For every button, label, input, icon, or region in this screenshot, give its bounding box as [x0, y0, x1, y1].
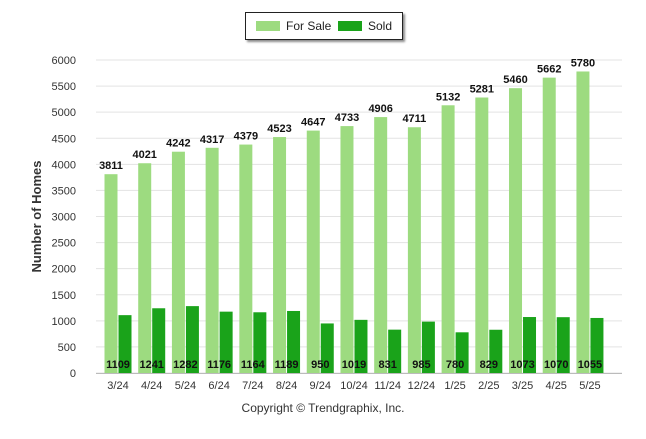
bar-sold [320, 323, 334, 373]
bar-for-sale [340, 126, 354, 373]
bar-for-sale [374, 117, 388, 373]
data-label-for-sale: 5662 [537, 64, 561, 76]
y-tick-label: 1000 [52, 316, 76, 328]
data-label-for-sale: 5281 [470, 84, 494, 96]
data-label-sold: 1055 [578, 359, 602, 371]
bar-sold [354, 319, 368, 373]
bar-for-sale [475, 97, 489, 373]
y-tick-label: 3000 [52, 212, 76, 224]
x-tick-label: 10/24 [340, 380, 368, 392]
bar-for-sale [239, 144, 253, 373]
x-tick-label: 6/24 [208, 380, 229, 392]
data-label-for-sale: 4021 [132, 149, 156, 161]
y-tick-label: 4500 [52, 133, 76, 145]
x-tick-label: 5/25 [579, 380, 600, 392]
x-tick-label: 12/24 [408, 380, 436, 392]
bar-for-sale [171, 151, 185, 373]
data-label-for-sale: 3811 [99, 160, 123, 172]
x-tick-label: 4/24 [141, 380, 162, 392]
data-label-for-sale: 4523 [267, 123, 291, 135]
y-tick-label: 4000 [52, 159, 76, 171]
y-tick-label: 3500 [52, 185, 76, 197]
x-tick-label: 4/25 [546, 380, 567, 392]
bar-sold [152, 308, 166, 373]
y-tick-label: 0 [70, 368, 76, 380]
data-label-sold: 1109 [106, 359, 130, 371]
data-label-for-sale: 4733 [335, 112, 359, 124]
legend-item-for-sale: For Sale [256, 19, 331, 33]
bar-sold [287, 310, 301, 373]
bar-sold [523, 317, 537, 373]
data-label-sold: 1164 [241, 359, 266, 371]
bar-sold [118, 315, 132, 373]
data-label-sold: 985 [412, 359, 430, 371]
legend-swatch-sold [338, 21, 362, 31]
data-label-for-sale: 5780 [571, 57, 595, 69]
bar-for-sale [441, 105, 455, 373]
bar-for-sale [306, 130, 320, 373]
legend-swatch-for-sale [256, 21, 280, 31]
bar-sold [185, 306, 199, 373]
data-label-sold: 1073 [510, 359, 534, 371]
x-tick-label: 2/25 [478, 380, 499, 392]
bar-sold [253, 312, 267, 373]
data-label-sold: 1019 [342, 359, 366, 371]
x-tick-label: 9/24 [310, 380, 331, 392]
data-label-sold: 831 [379, 359, 397, 371]
bar-for-sale [138, 163, 152, 373]
data-label-for-sale: 4711 [402, 113, 426, 125]
x-tick-label: 1/25 [444, 380, 465, 392]
legend-item-sold: Sold [338, 19, 392, 33]
bar-for-sale [205, 147, 219, 373]
data-label-for-sale: 4906 [368, 103, 392, 115]
data-label-for-sale: 4242 [166, 138, 190, 150]
y-tick-label: 500 [58, 342, 76, 354]
x-tick-label: 8/24 [276, 380, 297, 392]
x-tick-label: 3/24 [107, 380, 128, 392]
x-tick-label: 11/24 [374, 380, 401, 392]
data-label-sold: 1070 [544, 359, 568, 371]
data-label-sold: 950 [311, 359, 329, 371]
copyright-text: Copyright © Trendgraphix, Inc. [241, 401, 405, 415]
legend-label-for-sale: For Sale [286, 19, 332, 33]
data-label-sold: 829 [480, 359, 498, 371]
y-tick-label: 2500 [52, 238, 76, 250]
bar-for-sale [104, 174, 118, 373]
y-tick-label: 5500 [52, 81, 76, 93]
bar-sold [590, 317, 604, 373]
data-label-sold: 1176 [207, 359, 231, 371]
data-label-sold: 1189 [275, 359, 299, 371]
y-tick-label: 1500 [52, 290, 76, 302]
bar-sold [219, 311, 233, 373]
bar-for-sale [509, 88, 523, 374]
y-tick-label: 6000 [52, 55, 76, 67]
bar-for-sale [542, 77, 556, 374]
data-label-sold: 780 [446, 359, 464, 371]
x-tick-label: 3/25 [512, 380, 533, 392]
bar-for-sale [273, 137, 287, 373]
y-tick-label: 2000 [52, 264, 76, 276]
data-label-for-sale: 5460 [503, 74, 527, 86]
bar-sold [421, 321, 435, 373]
bar-for-sale [407, 127, 421, 374]
bar-sold [556, 317, 570, 373]
data-label-sold: 1241 [139, 359, 163, 371]
data-label-for-sale: 4647 [301, 117, 325, 129]
bar-for-sale [576, 71, 590, 373]
data-label-sold: 1282 [173, 359, 197, 371]
bar-sold [455, 332, 469, 373]
data-label-for-sale: 4317 [200, 134, 224, 146]
legend-label-sold: Sold [368, 19, 393, 33]
x-tick-label: 7/24 [242, 380, 263, 392]
bar-sold [388, 329, 402, 373]
x-tick-label: 5/24 [175, 380, 196, 392]
legend: For Sale Sold [245, 12, 403, 40]
y-axis-title: Number of Homes [29, 161, 44, 273]
data-label-for-sale: 4379 [234, 131, 258, 143]
bar-sold [489, 329, 503, 373]
y-tick-label: 5000 [52, 107, 76, 119]
data-label-for-sale: 5132 [436, 91, 460, 103]
